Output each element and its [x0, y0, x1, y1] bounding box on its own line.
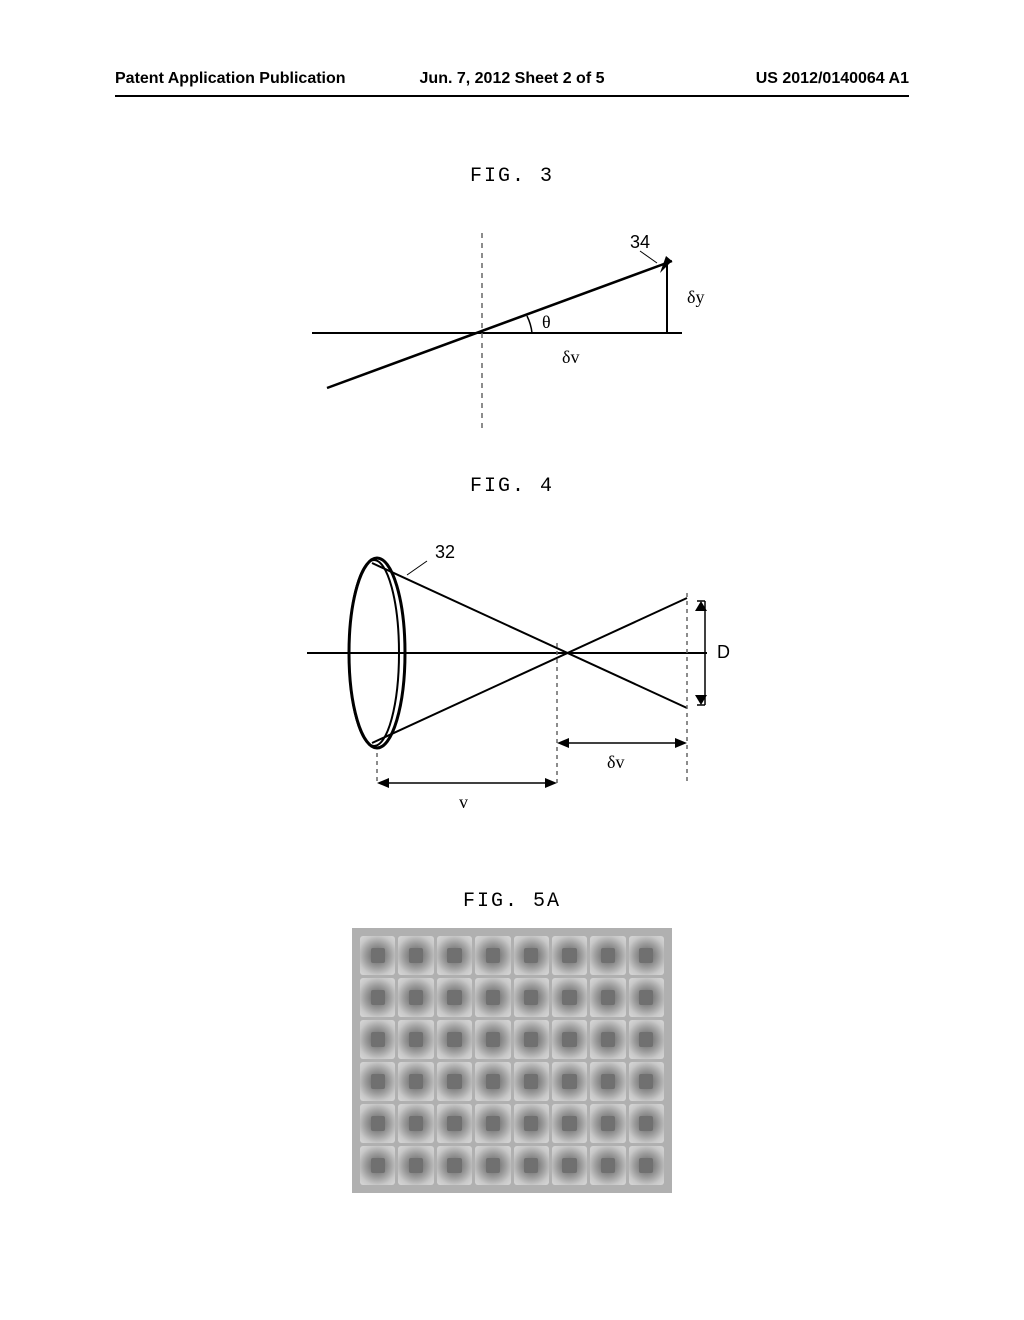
grid-cell	[552, 1062, 587, 1101]
grid-cell	[475, 1062, 510, 1101]
grid-cell	[360, 1104, 395, 1143]
header-date-sheet: Jun. 7, 2012 Sheet 2 of 5	[380, 70, 645, 88]
figure-3-diagram: 34 θ δy δv	[0, 203, 1024, 433]
grid-cell	[398, 1104, 433, 1143]
grid-cell	[514, 936, 549, 975]
figure-3-label: FIG. 3	[0, 165, 1024, 188]
grid-cell	[514, 1146, 549, 1185]
grid-cell	[629, 978, 664, 1017]
grid-cell	[552, 978, 587, 1017]
grid-cell	[590, 936, 625, 975]
grid-cell	[552, 936, 587, 975]
grid-cell	[552, 1146, 587, 1185]
grid-cell	[360, 936, 395, 975]
grid-cell	[475, 936, 510, 975]
header-publication: Patent Application Publication	[115, 70, 380, 88]
grid-cell	[475, 1020, 510, 1059]
grid-cell	[360, 978, 395, 1017]
figure-5a-label: FIG. 5A	[0, 890, 1024, 913]
grid-cell	[360, 1146, 395, 1185]
grid-cell	[398, 1062, 433, 1101]
fig4-d: D	[717, 642, 730, 662]
figure-4-container: FIG. 4	[0, 475, 1024, 833]
fig3-theta: θ	[542, 312, 551, 332]
grid-cell	[590, 1104, 625, 1143]
grid-cell	[590, 978, 625, 1017]
figure-4-diagram: 32 D δv v	[0, 513, 1024, 833]
fig4-ref-32: 32	[435, 542, 455, 562]
fig3-delta-y: δy	[687, 287, 704, 307]
grid-cell	[437, 1146, 472, 1185]
figure-5a-grid-image	[352, 928, 672, 1193]
grid-cell	[398, 1020, 433, 1059]
grid-cell	[475, 1104, 510, 1143]
grid-cell	[590, 1146, 625, 1185]
grid-cell	[514, 1020, 549, 1059]
grid-cell	[437, 1062, 472, 1101]
figure-3-container: FIG. 3 34 θ δy δv	[0, 165, 1024, 433]
figure-4-label: FIG. 4	[0, 475, 1024, 498]
grid-cell	[514, 1104, 549, 1143]
grid-cell	[629, 1020, 664, 1059]
header-patent-number: US 2012/0140064 A1	[644, 70, 909, 88]
grid-cell	[629, 1062, 664, 1101]
fig4-v: v	[459, 792, 468, 812]
grid-cell	[475, 978, 510, 1017]
grid-cell	[398, 936, 433, 975]
page-header: Patent Application Publication Jun. 7, 2…	[115, 70, 909, 88]
grid-cell	[514, 978, 549, 1017]
grid-cell	[360, 1020, 395, 1059]
grid-cell	[552, 1020, 587, 1059]
grid-cell	[360, 1062, 395, 1101]
grid-cell	[590, 1020, 625, 1059]
grid-cell	[629, 1104, 664, 1143]
grid-cell	[514, 1062, 549, 1101]
grid-cell	[437, 1020, 472, 1059]
grid-cell	[398, 978, 433, 1017]
grid-cell	[475, 1146, 510, 1185]
grid-cell	[552, 1104, 587, 1143]
grid-cell	[590, 1062, 625, 1101]
grid-cell	[437, 978, 472, 1017]
grid-cell	[629, 1146, 664, 1185]
header-divider	[115, 95, 909, 97]
figure-5a-container: FIG. 5A	[0, 890, 1024, 1193]
grid-cell	[629, 936, 664, 975]
grid-cell	[437, 1104, 472, 1143]
grid-cell	[437, 936, 472, 975]
fig4-delta-v: δv	[607, 752, 624, 772]
grid-cell	[398, 1146, 433, 1185]
fig3-ref-34: 34	[630, 232, 650, 252]
fig3-delta-v: δv	[562, 347, 579, 367]
